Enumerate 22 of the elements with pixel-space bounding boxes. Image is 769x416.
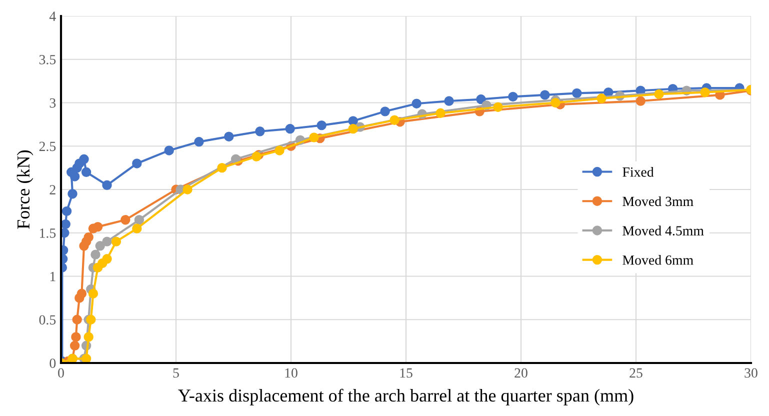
x-tick-label: 20: [514, 368, 528, 378]
y-axis-title: Force (kN): [16, 150, 34, 229]
legend-label: Moved 3mm: [622, 196, 694, 206]
x-tick-label: 30: [744, 368, 758, 378]
legend-label: Fixed: [622, 166, 654, 177]
x-tick-label: 15: [400, 368, 412, 378]
x-tick-label: 25: [630, 368, 642, 378]
y-tick-label: 2.5: [39, 142, 56, 152]
x-tick-label: 5: [173, 368, 179, 378]
y-tick-label: 0: [50, 358, 56, 368]
y-tick-label: 2: [50, 185, 56, 194]
y-tick-label: 0.5: [39, 315, 56, 325]
legend-label: Moved 6mm: [622, 255, 694, 265]
x-axis-title: Y-axis displacement of the arch barrel at the quarter span (mm): [178, 388, 634, 406]
y-tick-label: 3: [50, 98, 56, 108]
y-tick-label: 3.5: [39, 54, 56, 64]
x-tick-label: 10: [285, 368, 298, 378]
y-tick-label: 4: [49, 12, 56, 21]
y-tick-label: 1: [50, 272, 56, 282]
x-tick-label: 0: [58, 368, 64, 378]
y-tick-label: 1.5: [40, 228, 56, 238]
legend-label: Moved 4.5mm: [622, 226, 704, 236]
